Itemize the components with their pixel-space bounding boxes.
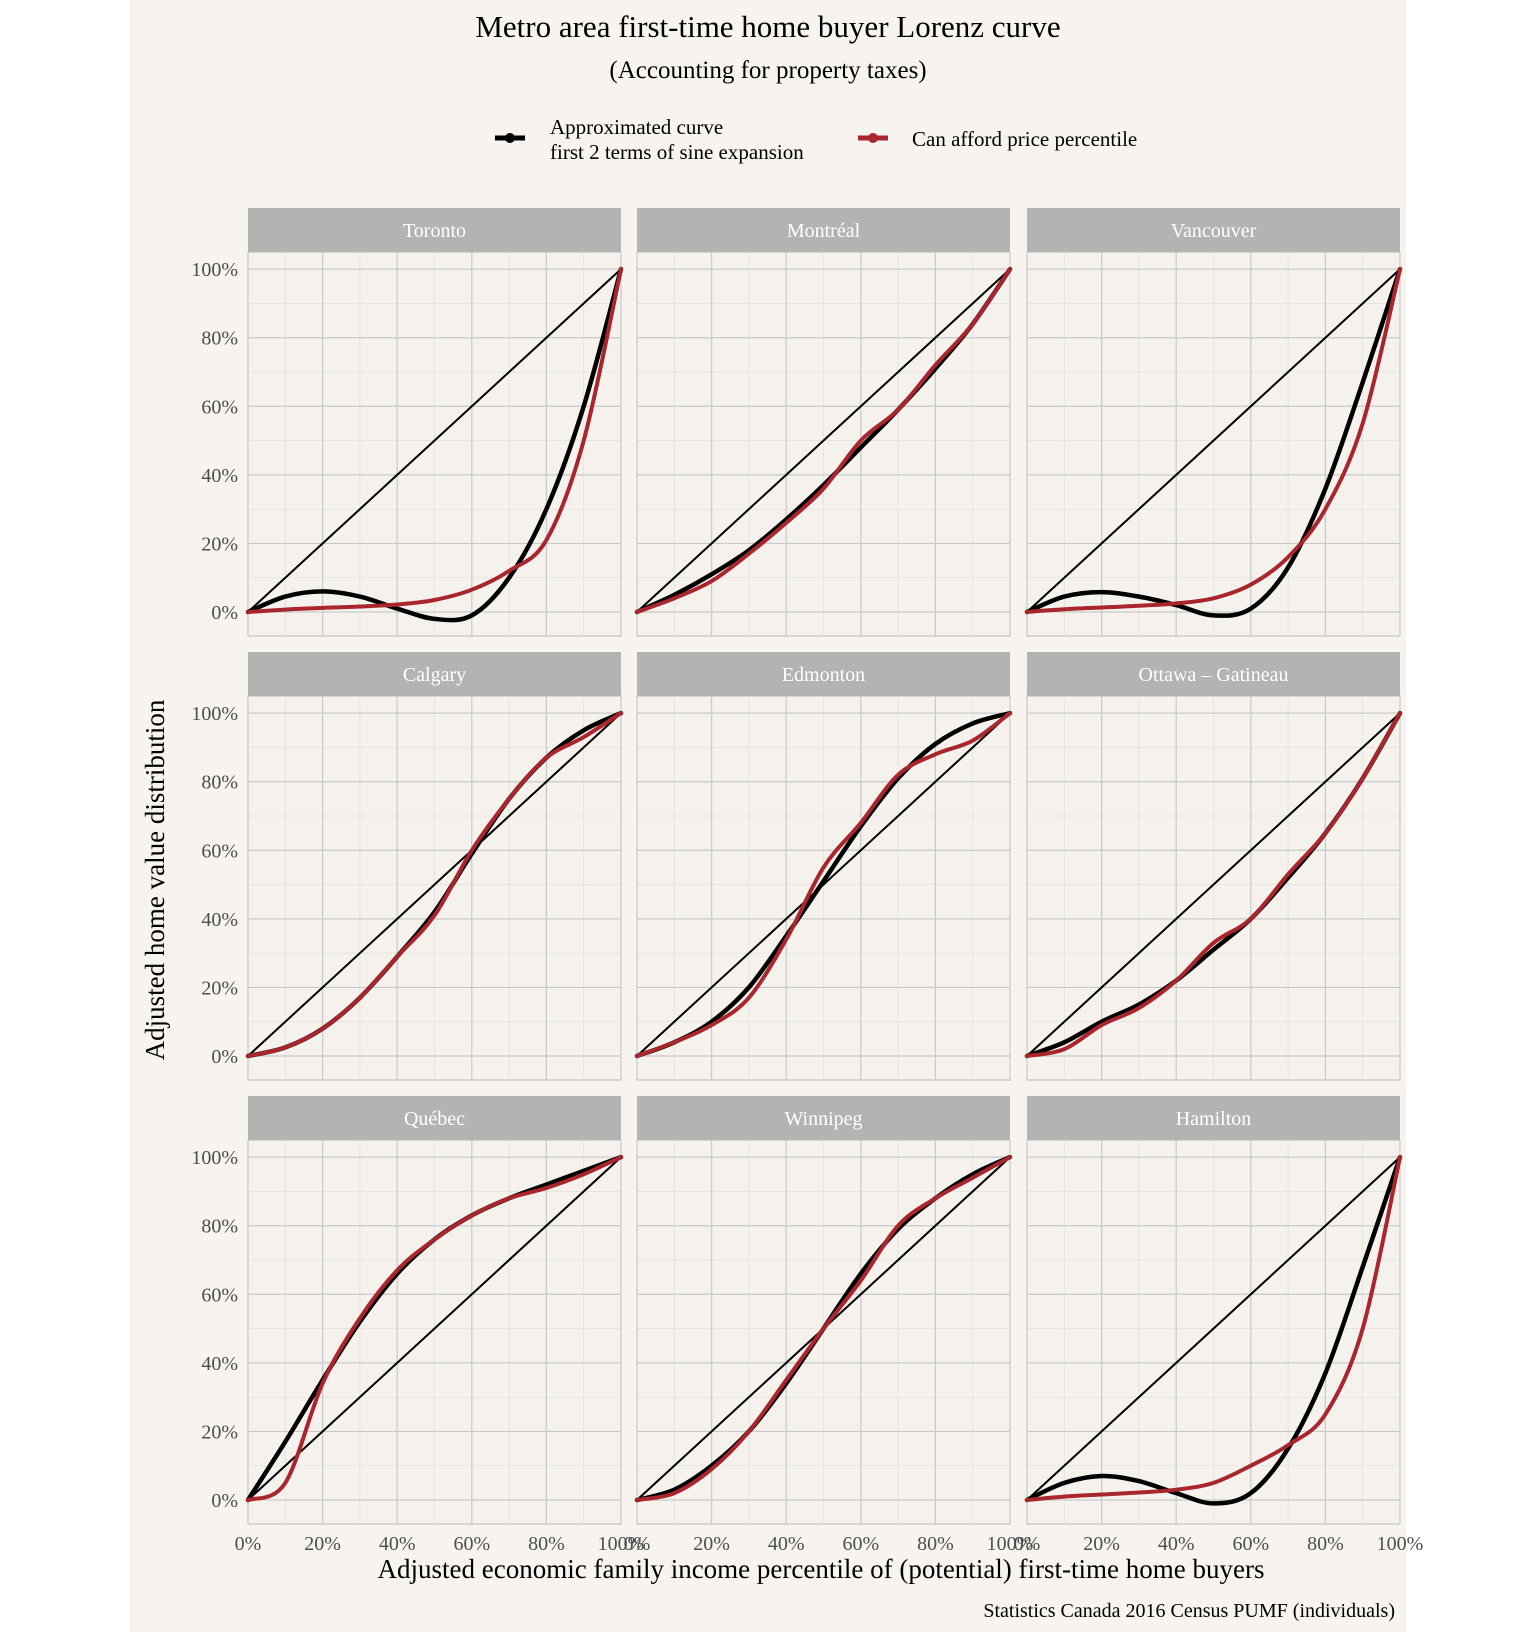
- x-tick-label: 60%: [1232, 1533, 1269, 1555]
- x-tick-label: 60%: [453, 1533, 490, 1555]
- x-tick-label: 100%: [1377, 1533, 1424, 1555]
- y-tick-label: 20%: [201, 977, 238, 999]
- x-tick-label: 60%: [842, 1533, 879, 1555]
- approx-curve-line: [245, 266, 624, 623]
- y-tick-label: 0%: [211, 602, 238, 624]
- panel-hamilton: Hamilton 0% 20% 40% 60% 80% 100%: [1014, 1096, 1424, 1555]
- equality-line: [1026, 1156, 1401, 1501]
- afford-curve-line: [246, 711, 623, 1058]
- panel-strip: [248, 208, 621, 252]
- panel-strip: [637, 208, 1010, 252]
- y-tick-label: 0%: [211, 1490, 238, 1512]
- panel-toronto: Toronto 0% 20% 40% 60% 80% 100%: [191, 208, 624, 637]
- afford-curve-line: [635, 267, 1012, 614]
- afford-curve-line: [635, 711, 1012, 1058]
- legend-approx-dot: [505, 133, 515, 143]
- equality-line: [247, 268, 622, 613]
- equality-line: [1026, 268, 1401, 613]
- legend-afford-dot: [868, 133, 878, 143]
- y-tick-label: 40%: [201, 1353, 238, 1375]
- afford-curve-line: [1025, 711, 1402, 1058]
- x-tick-label: 80%: [528, 1533, 565, 1555]
- x-tick-label: 40%: [768, 1533, 805, 1555]
- panel-strip-label: Calgary: [403, 664, 466, 686]
- y-tick-label: 80%: [201, 772, 238, 794]
- panel-strip-label: Montréal: [787, 220, 861, 242]
- panel-strip: [248, 652, 621, 696]
- approx-curve-line: [1024, 1154, 1403, 1506]
- panel-strip-label: Ottawa – Gatineau: [1139, 664, 1289, 686]
- panel-strip: [637, 652, 1010, 696]
- y-tick-label: 80%: [201, 1216, 238, 1238]
- y-tick-label: 20%: [201, 1421, 238, 1443]
- y-tick-label: 60%: [201, 396, 238, 418]
- equality-line: [636, 268, 1011, 613]
- equality-line: [247, 1156, 622, 1501]
- y-tick-label: 40%: [201, 909, 238, 931]
- afford-curve-line: [246, 267, 623, 614]
- panel-montreal: Montréal: [634, 208, 1013, 637]
- legend-afford-label: Can afford price percentile: [912, 127, 1137, 151]
- legend-approx-label-line2: first 2 terms of sine expansion: [550, 140, 804, 164]
- chart-subtitle: (Accounting for property taxes): [609, 57, 926, 84]
- x-tick-label: 100%: [987, 1533, 1034, 1555]
- y-tick-label: 0%: [211, 1046, 238, 1068]
- x-tick-label: 40%: [379, 1533, 416, 1555]
- chart-title: Metro area first-time home buyer Lorenz …: [475, 9, 1060, 44]
- equality-line: [247, 712, 622, 1057]
- x-tick-label: 20%: [693, 1533, 730, 1555]
- panel-strip: [1027, 1096, 1400, 1140]
- x-tick-label: 80%: [917, 1533, 954, 1555]
- panel-strip: [637, 1096, 1010, 1140]
- panel-strip-label: Toronto: [403, 220, 466, 242]
- panel-strip: [1027, 652, 1400, 696]
- x-tick-label: 80%: [1307, 1533, 1344, 1555]
- panel-strip-label: Winnipeg: [784, 1108, 862, 1130]
- x-axis-title: Adjusted economic family income percenti…: [378, 1554, 1265, 1584]
- panel-strip: [248, 1096, 621, 1140]
- y-tick-label: 60%: [201, 1284, 238, 1306]
- y-tick-label: 20%: [201, 533, 238, 555]
- afford-curve-line: [635, 1155, 1012, 1502]
- panel-calgary: Calgary 0% 20% 40% 60% 80% 100%: [191, 652, 624, 1081]
- caption: Statistics Canada 2016 Census PUMF (indi…: [983, 1600, 1395, 1622]
- panel-strip-label: Edmonton: [782, 664, 865, 686]
- x-tick-label: 0%: [1014, 1533, 1041, 1555]
- equality-line: [1026, 712, 1401, 1057]
- panel-quebec: Québec 0% 20% 40% 60% 80% 100% 0% 20% 40% 60% 80% 10…: [191, 1096, 644, 1555]
- y-tick-label: 80%: [201, 328, 238, 350]
- panel-strip-label: Vancouver: [1171, 220, 1257, 242]
- y-tick-label: 40%: [201, 465, 238, 487]
- afford-curve-line: [1025, 267, 1402, 614]
- y-axis-title: Adjusted home value distribution: [140, 699, 170, 1060]
- x-tick-label: 20%: [304, 1533, 341, 1555]
- approx-curve-line: [1024, 266, 1403, 618]
- panel-strip-label: Québec: [404, 1108, 465, 1130]
- x-tick-label: 20%: [1083, 1533, 1120, 1555]
- x-tick-label: 40%: [1158, 1533, 1195, 1555]
- x-tick-label: 0%: [624, 1533, 651, 1555]
- panel-winnipeg: Winnipeg 0% 20% 40% 60% 80% 100%: [624, 1096, 1034, 1555]
- y-tick-label: 100%: [191, 703, 238, 725]
- facet-panels: Toronto 0% 20% 40% 60% 80% 100% Montréal Vancouv…: [191, 208, 1423, 1555]
- x-tick-label: 0%: [235, 1533, 262, 1555]
- x-tick-label: 100%: [598, 1533, 645, 1555]
- panel-strip-label: Hamilton: [1176, 1108, 1252, 1130]
- panel-vancouver: Vancouver: [1024, 208, 1403, 637]
- legend-approx-label-line1: Approximated curve: [550, 115, 723, 139]
- afford-curve-line: [246, 1155, 623, 1502]
- panel-ottawa-gatineau: Ottawa – Gatineau: [1024, 652, 1403, 1081]
- afford-curve-line: [1025, 1155, 1402, 1502]
- y-tick-label: 60%: [201, 840, 238, 862]
- y-tick-label: 100%: [191, 1147, 238, 1169]
- y-tick-label: 100%: [191, 259, 238, 281]
- panel-strip: [1027, 208, 1400, 252]
- legend: Approximated curve first 2 terms of sine…: [495, 115, 1137, 164]
- panel-edmonton: Edmonton: [634, 652, 1013, 1081]
